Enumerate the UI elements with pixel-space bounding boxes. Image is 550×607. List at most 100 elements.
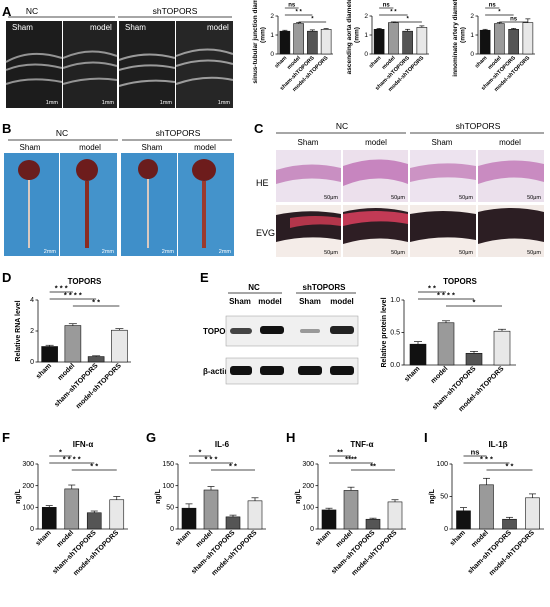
c-scale-1: 50μm <box>324 195 338 201</box>
a1-sig-label: * <box>311 17 314 23</box>
panel-label-g: G <box>146 430 156 445</box>
i-xtick-label: model-shTOPORS <box>488 529 536 577</box>
a3-bar <box>522 22 534 55</box>
a2-ytick-label: 0 <box>364 51 368 58</box>
a2-sig-label: * * <box>390 10 397 16</box>
c-scale-7: 50μm <box>459 250 473 256</box>
f-bar <box>109 499 125 530</box>
a-img-label-sham: Sham <box>12 23 33 32</box>
d-xtick-label: sham-shTOPORS <box>53 362 99 408</box>
g-xtick-label: sham <box>175 529 193 547</box>
e-blot-topors: TOPORS <box>203 327 237 336</box>
d-xtick-label: sham <box>35 362 53 380</box>
a2-bar <box>402 30 413 55</box>
i-ytick-label: 100 <box>436 461 448 468</box>
c-scale-6: 50μm <box>391 250 405 256</box>
h-bar <box>321 509 337 530</box>
f-bar <box>86 512 102 530</box>
i-xtick-label: sham <box>449 529 467 547</box>
e-ytick-label: 1.0 <box>390 297 400 304</box>
a1-bar <box>279 30 291 55</box>
a1-ytick-label: 1 <box>270 32 274 39</box>
b-scale-3: 2mm <box>162 249 175 255</box>
western-blot <box>225 315 359 385</box>
g-title: IL-6 <box>215 440 230 449</box>
a1-sig-label: ns <box>288 3 296 9</box>
g-bar <box>203 489 219 530</box>
f-sig-label: * * * * <box>63 455 81 464</box>
d-sig-label: * * * <box>55 284 68 293</box>
a3-bar <box>508 28 519 55</box>
a3-sig-label: ns <box>489 3 497 9</box>
a2-ytick-label: 2 <box>364 13 368 20</box>
a2-sig-label: * <box>406 17 409 23</box>
e-lane-model: model <box>258 297 282 306</box>
e-sig-label: * * <box>428 284 436 293</box>
a-img-label-model2: model <box>207 23 229 32</box>
panel-label-c: C <box>254 121 264 136</box>
a2-bar <box>416 27 428 55</box>
b-group-sh: shTOPORS <box>156 128 201 138</box>
a2-sig-label: ns <box>383 3 391 9</box>
e-group-nc: NC <box>248 283 260 292</box>
e-ytick-label: 0.5 <box>390 330 400 337</box>
ultrasound-images <box>5 21 234 108</box>
i-bar <box>525 497 540 530</box>
a1-bar <box>307 30 318 55</box>
panel-label-d: D <box>2 270 11 285</box>
chart-d: TOPORS 0 2 4 Relative RNA level sham modelsham… <box>15 277 131 410</box>
d-xtick-label: model <box>57 362 77 382</box>
a3-sig-label: ns <box>510 17 518 23</box>
i-xtick-label: sham-shTOPORS <box>467 529 513 575</box>
d-sig-label: * * * * <box>64 291 82 300</box>
a3-bar <box>494 23 505 55</box>
c-label-sham: Sham <box>298 138 319 147</box>
e-bar <box>465 352 483 366</box>
i-ytick-label: 50 <box>440 494 448 501</box>
f-xtick-label: sham <box>35 529 53 547</box>
h-sig-label: ** <box>337 448 343 457</box>
e-bar <box>409 343 427 366</box>
a3-ylabel: innominate artery diameter(mm) <box>452 0 466 77</box>
h-bar <box>365 518 381 530</box>
d-title: TOPORS <box>68 277 102 286</box>
h-ytick-label: 200 <box>302 483 314 490</box>
b-label-model: model <box>79 143 101 152</box>
d-bar <box>87 356 105 363</box>
h-bar <box>343 490 359 530</box>
d-bar <box>41 346 58 363</box>
e-sig-label: * <box>473 298 476 307</box>
f-bar <box>64 488 80 530</box>
a1-sig-label: * * <box>295 10 302 16</box>
c-label-model2: model <box>499 138 521 147</box>
b-scale-1: 2mm <box>44 249 57 255</box>
i-ylabel: ng/L <box>429 488 436 503</box>
h-bar <box>387 501 403 530</box>
a3-ytick-label: 2 <box>470 13 474 20</box>
g-ytick-label: 150 <box>162 461 174 468</box>
e-bar <box>493 330 511 366</box>
panel-label-h: H <box>286 430 295 445</box>
g-bar <box>225 516 241 530</box>
a1-ytick-label: 0 <box>270 51 274 58</box>
h-ytick-label: 300 <box>302 461 314 468</box>
aorta-photographs <box>4 153 234 256</box>
i-sig-label: ns <box>471 448 480 457</box>
b-scale-4: 2mm <box>219 249 232 255</box>
h-xtick-label: model <box>335 529 355 549</box>
f-sig-label: * * <box>90 462 98 471</box>
h-xtick-label: model-shTOPORS <box>351 529 399 577</box>
e-xtick-label: model <box>430 365 450 385</box>
i-xtick-label: model <box>470 529 490 549</box>
a-img-label-model: model <box>90 23 112 32</box>
d-ytick-label: 0 <box>30 359 34 366</box>
c-group-nc: NC <box>336 121 348 131</box>
g-ytick-label: 100 <box>162 483 174 490</box>
c-scale-5: 50μm <box>324 250 338 256</box>
